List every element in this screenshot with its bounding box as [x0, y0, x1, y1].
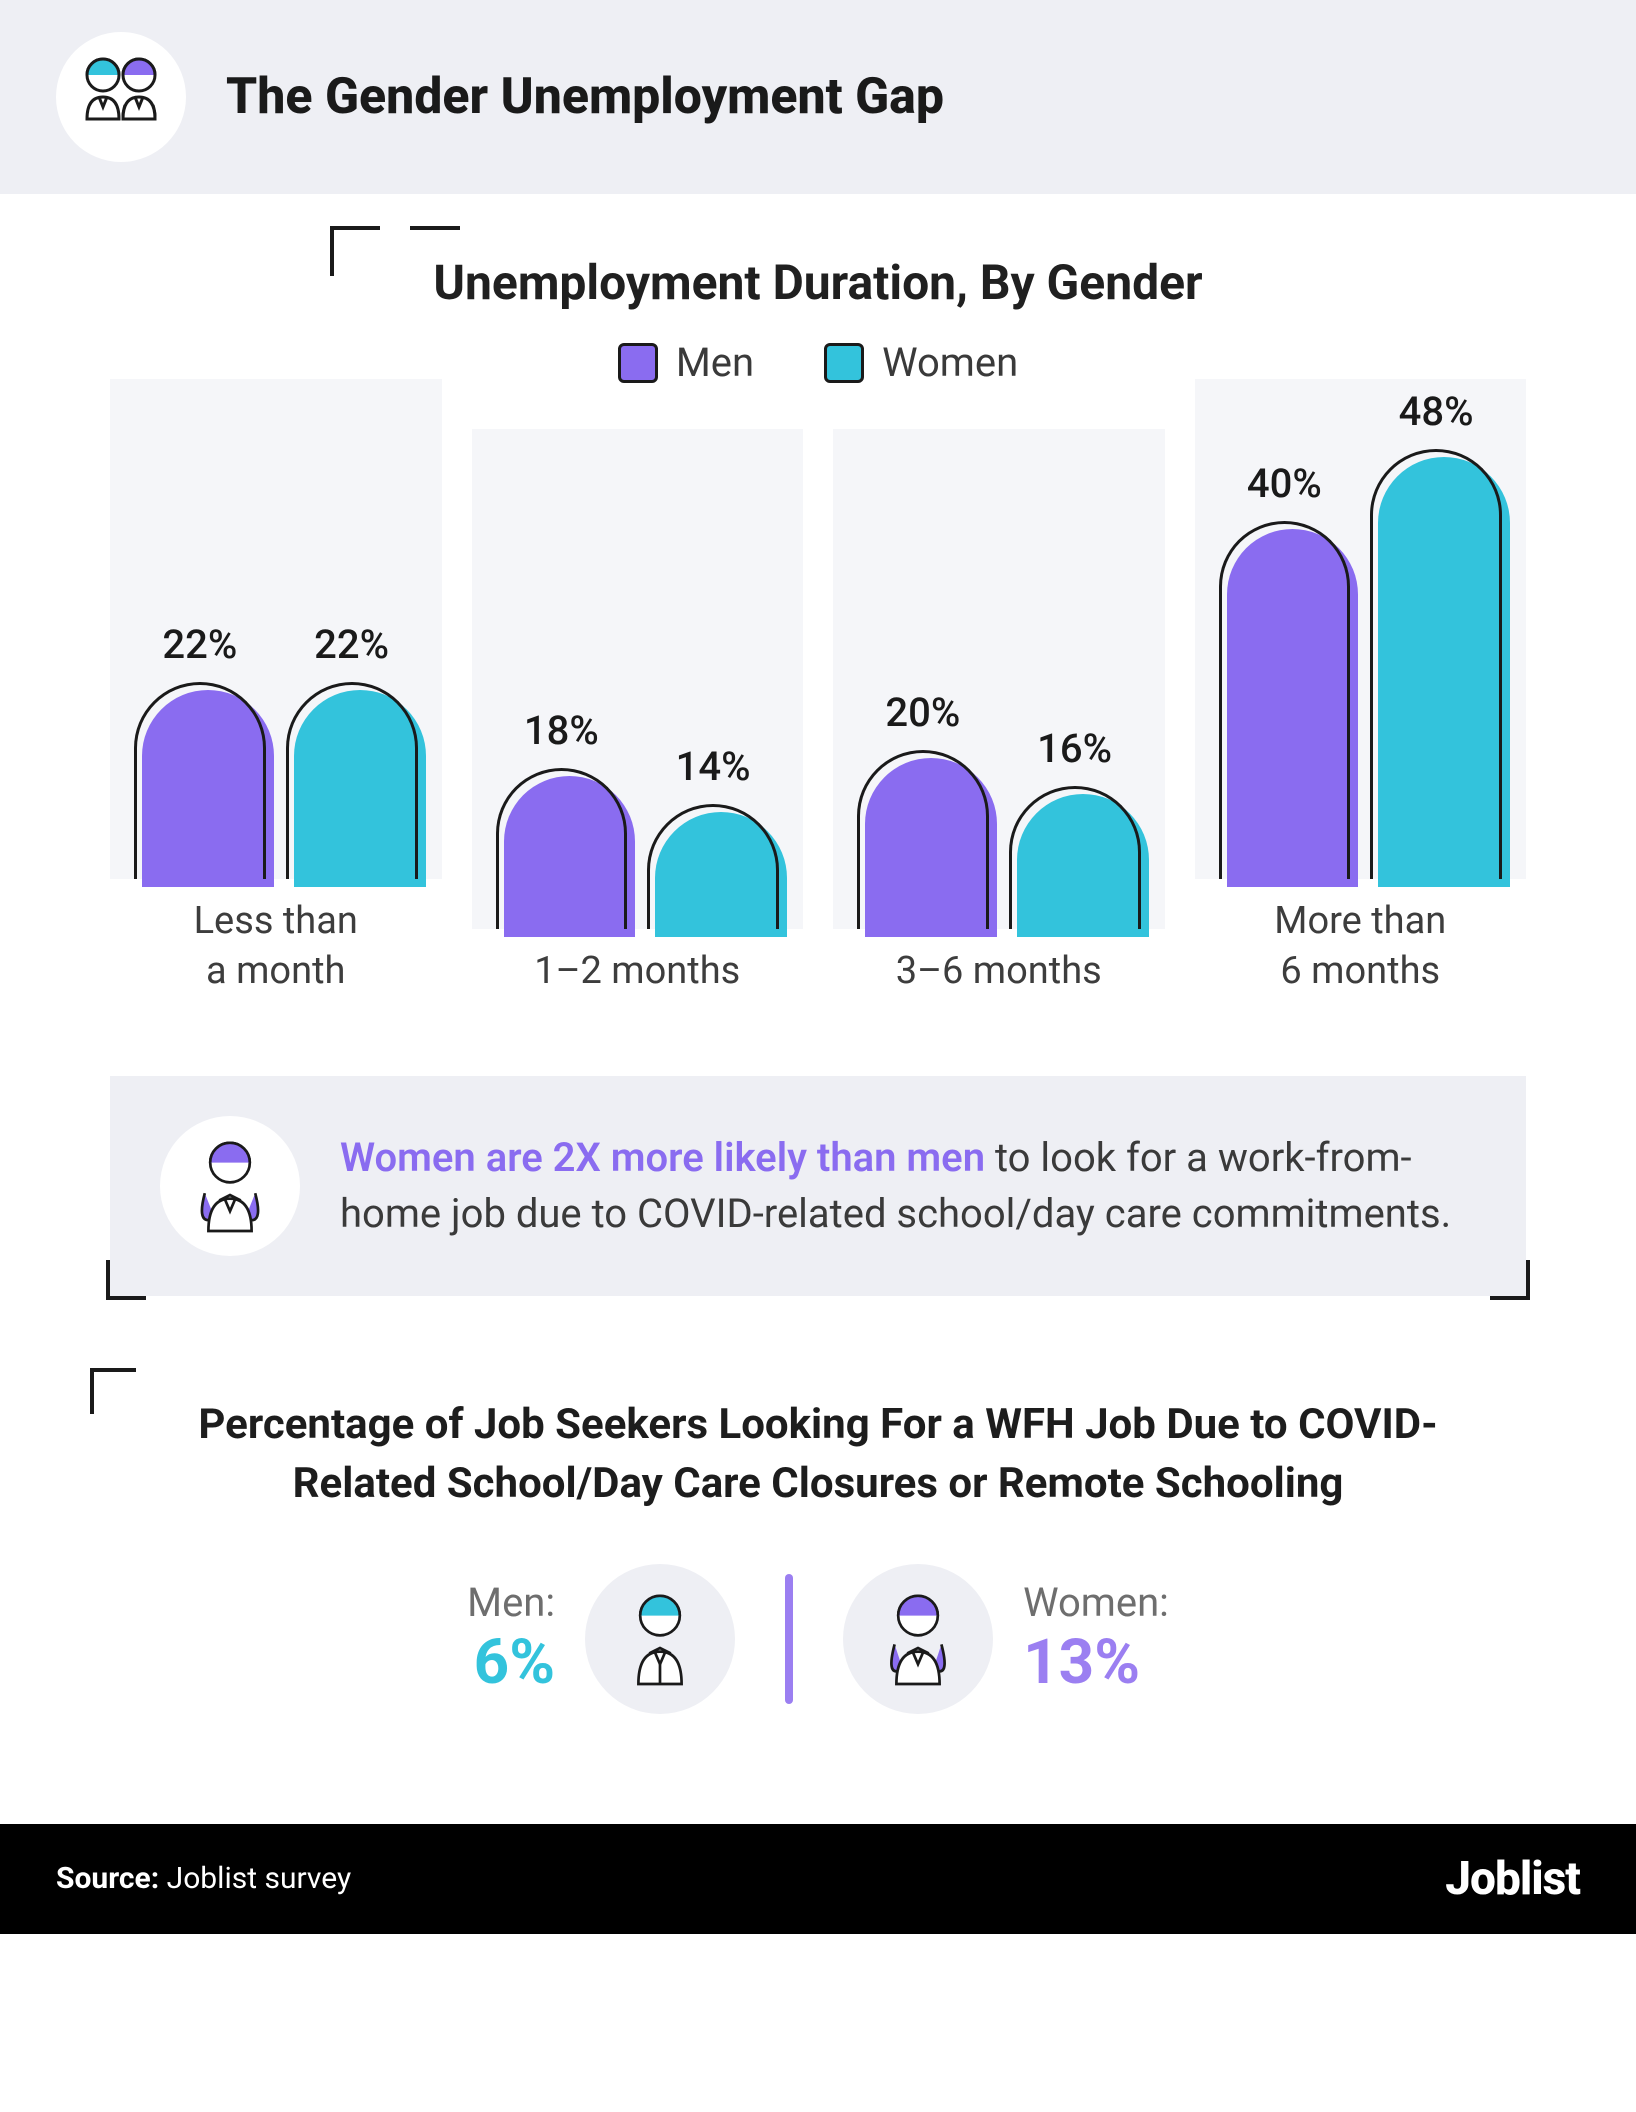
- content: Unemployment Duration, By Gender Men Wom…: [0, 194, 1636, 1824]
- comparison-row: Men: 6%: [110, 1564, 1526, 1774]
- bar-value-label: 20%: [885, 689, 960, 736]
- compare-men: Men: 6%: [467, 1564, 735, 1714]
- bar-shape: [134, 682, 266, 879]
- bar-women: 14%: [647, 743, 779, 929]
- chart-group: 18% 14% 1–2 months: [472, 429, 804, 996]
- woman-icon: [185, 1131, 275, 1241]
- page-title: The Gender Unemployment Gap: [226, 68, 944, 126]
- bar-value-label: 48%: [1399, 388, 1474, 435]
- footer-source-value: Joblist survey: [159, 1861, 351, 1896]
- bar-chart: 22% 22% Less thana month 18% 14% 1–2 months 20…: [110, 436, 1526, 996]
- chart-group-bg: 40% 48%: [1195, 379, 1527, 879]
- header-band: The Gender Unemployment Gap: [0, 0, 1636, 194]
- bar-shape: [1009, 786, 1141, 929]
- legend-swatch-women: [824, 343, 864, 383]
- divider: [785, 1574, 793, 1704]
- bar-shape: [857, 750, 989, 929]
- decorative-corner: [1490, 1260, 1530, 1300]
- footer-source-label: Source:: [56, 1861, 159, 1896]
- bar-men: 20%: [857, 689, 989, 929]
- legend-swatch-men: [618, 343, 658, 383]
- woman-icon: [873, 1584, 963, 1694]
- category-label: 3–6 months: [896, 947, 1102, 996]
- bar-women: 48%: [1370, 388, 1502, 879]
- category-label: Less thana month: [194, 897, 358, 996]
- compare-label-men: Men:: [467, 1579, 555, 1626]
- bar-shape: [647, 804, 779, 929]
- bar-shape: [1370, 449, 1502, 879]
- legend-item-women: Women: [824, 339, 1018, 386]
- compare-icon-men: [585, 1564, 735, 1714]
- legend-label-men: Men: [676, 339, 754, 386]
- footer-logo: Joblist: [1445, 1852, 1580, 1906]
- decorative-corner: [90, 1368, 136, 1414]
- bar-value-label: 18%: [524, 707, 599, 754]
- section2: Percentage of Job Seekers Looking For a …: [110, 1396, 1526, 1514]
- bar-men: 40%: [1219, 460, 1351, 879]
- logo-suffix: ist: [1531, 1852, 1580, 1906]
- category-label: 1–2 months: [534, 947, 740, 996]
- compare-value-men: 6%: [467, 1626, 555, 1699]
- chart-group: 40% 48% More than6 months: [1195, 379, 1527, 996]
- bar-men: 22%: [134, 621, 266, 879]
- bar-value-label: 14%: [676, 743, 751, 790]
- bar-men: 18%: [496, 707, 628, 929]
- bar-value-label: 22%: [314, 621, 389, 668]
- compare-value-women: 13%: [1023, 1626, 1169, 1699]
- chart-title: Unemployment Duration, By Gender: [110, 254, 1526, 311]
- callout-highlight: Women are 2X more likely than men: [340, 1134, 985, 1181]
- compare-label-women: Women:: [1023, 1579, 1169, 1626]
- bar-value-label: 22%: [162, 621, 237, 668]
- header-icon: [56, 32, 186, 162]
- decorative-corner: [106, 1260, 146, 1300]
- callout-icon: [160, 1116, 300, 1256]
- category-label: More than6 months: [1274, 897, 1446, 996]
- legend-label-women: Women: [882, 339, 1018, 386]
- bar-women: 16%: [1009, 725, 1141, 929]
- logo-prefix: Job: [1445, 1852, 1520, 1906]
- bar-shape: [1219, 521, 1351, 879]
- logo-l: l: [1520, 1852, 1531, 1906]
- bar-women: 22%: [286, 621, 418, 879]
- chart-group: 20% 16% 3–6 months: [833, 429, 1165, 996]
- decorative-corner: [330, 226, 380, 276]
- chart-group: 22% 22% Less thana month: [110, 379, 442, 996]
- section2-title: Percentage of Job Seekers Looking For a …: [110, 1396, 1526, 1514]
- man-icon: [615, 1584, 705, 1694]
- couple-icon: [71, 47, 171, 147]
- compare-women: Women: 13%: [843, 1564, 1169, 1714]
- chart-title-wrap: Unemployment Duration, By Gender: [110, 254, 1526, 311]
- chart-group-bg: 18% 14%: [472, 429, 804, 929]
- bar-shape: [496, 768, 628, 929]
- callout-box: Women are 2X more likely than men to loo…: [110, 1076, 1526, 1296]
- chart-group-bg: 20% 16%: [833, 429, 1165, 929]
- footer: Source: Joblist survey Joblist: [0, 1824, 1636, 1934]
- footer-source: Source: Joblist survey: [56, 1861, 351, 1896]
- bar-value-label: 40%: [1247, 460, 1322, 507]
- chart-group-bg: 22% 22%: [110, 379, 442, 879]
- bar-value-label: 16%: [1037, 725, 1112, 772]
- bar-shape: [286, 682, 418, 879]
- decorative-dash: [410, 226, 460, 230]
- callout-text: Women are 2X more likely than men to loo…: [340, 1130, 1476, 1242]
- compare-icon-women: [843, 1564, 993, 1714]
- legend-item-men: Men: [618, 339, 754, 386]
